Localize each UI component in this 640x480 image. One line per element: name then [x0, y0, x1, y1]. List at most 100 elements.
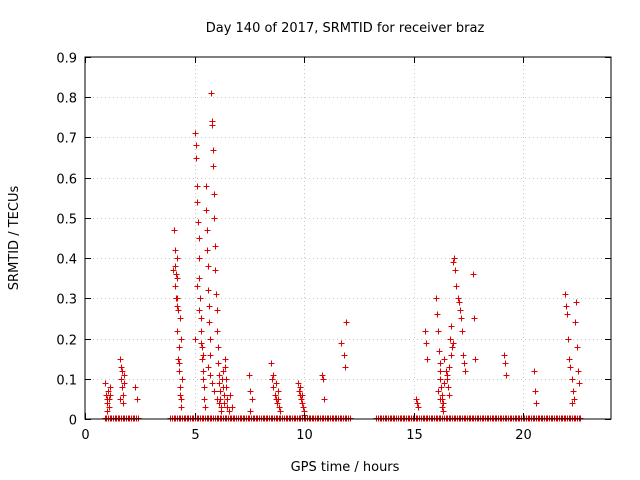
data-point — [119, 384, 126, 391]
data-point — [134, 396, 141, 403]
y-tick-label: 0.3 — [56, 293, 77, 308]
data-point — [120, 400, 127, 407]
data-point — [176, 344, 183, 351]
data-point — [175, 307, 182, 314]
data-point — [424, 356, 431, 363]
data-point — [459, 328, 466, 335]
data-point — [194, 283, 201, 290]
data-point — [216, 400, 223, 407]
data-point — [210, 147, 217, 154]
data-point — [570, 388, 577, 395]
data-point — [571, 396, 578, 403]
data-point — [436, 348, 443, 355]
data-point — [435, 328, 442, 335]
data-point — [270, 384, 277, 391]
data-point — [227, 392, 234, 399]
data-point — [452, 267, 459, 274]
data-point — [197, 295, 204, 302]
data-point — [174, 275, 181, 282]
data-point — [574, 344, 581, 351]
y-tick-label: 0.8 — [56, 92, 77, 107]
data-point — [440, 408, 447, 415]
data-point — [201, 384, 208, 391]
data-point — [209, 380, 216, 387]
data-point — [216, 380, 223, 387]
data-point — [196, 307, 203, 314]
data-point — [470, 271, 477, 278]
data-point — [298, 396, 305, 403]
data-point — [202, 404, 209, 411]
data-point — [441, 356, 448, 363]
data-point — [200, 352, 207, 359]
data-point — [121, 372, 128, 379]
data-point — [564, 311, 571, 318]
data-point — [457, 307, 464, 314]
data-point — [458, 315, 465, 322]
data-point — [449, 344, 456, 351]
data-point — [178, 404, 185, 411]
data-point — [208, 90, 215, 97]
data-point — [413, 396, 420, 403]
data-point — [338, 340, 345, 347]
data-point — [472, 356, 479, 363]
data-point — [462, 368, 469, 375]
data-point — [196, 275, 203, 282]
data-point — [174, 255, 181, 262]
data-point — [295, 380, 302, 387]
data-point — [178, 396, 185, 403]
data-point — [178, 336, 185, 343]
data-point — [223, 384, 230, 391]
data-point — [247, 408, 254, 415]
data-point — [206, 319, 213, 326]
data-point — [215, 360, 222, 367]
data-point — [229, 404, 236, 411]
data-point — [211, 388, 218, 395]
data-point — [176, 368, 183, 375]
data-point — [205, 287, 212, 294]
data-point — [569, 400, 576, 407]
x-tick-label: 5 — [191, 428, 199, 443]
data-point — [321, 396, 328, 403]
data-point — [567, 364, 574, 371]
data-point — [275, 388, 282, 395]
data-point — [446, 364, 453, 371]
data-point — [450, 259, 457, 266]
data-point — [207, 372, 214, 379]
data-point — [199, 356, 206, 363]
data-point — [277, 408, 284, 415]
data-point — [566, 356, 573, 363]
data-point — [175, 356, 182, 363]
data-point — [565, 336, 572, 343]
data-point — [209, 122, 216, 129]
data-point — [193, 155, 200, 162]
data-point — [247, 388, 254, 395]
data-point — [224, 396, 231, 403]
data-point — [268, 360, 275, 367]
data-point — [532, 388, 539, 395]
data-point — [170, 267, 177, 274]
data-point — [204, 227, 211, 234]
data-point — [341, 352, 348, 359]
y-axis-label: SRMTID / TECUs — [7, 186, 22, 291]
data-point — [177, 384, 184, 391]
y-tick-label: 0.7 — [56, 132, 77, 147]
data-point — [422, 328, 429, 335]
data-point — [444, 372, 451, 379]
data-point — [300, 404, 307, 411]
data-point — [438, 384, 445, 391]
data-point — [174, 295, 181, 302]
data-point — [132, 384, 139, 391]
data-point — [200, 368, 207, 375]
data-point — [121, 380, 128, 387]
data-point — [205, 263, 212, 270]
data-point — [226, 408, 233, 415]
data-point — [196, 235, 203, 242]
plot-frame — [84, 56, 612, 420]
data-point — [107, 384, 114, 391]
data-point — [437, 368, 444, 375]
data-point — [196, 255, 203, 262]
data-point — [206, 303, 213, 310]
data-point — [575, 368, 582, 375]
